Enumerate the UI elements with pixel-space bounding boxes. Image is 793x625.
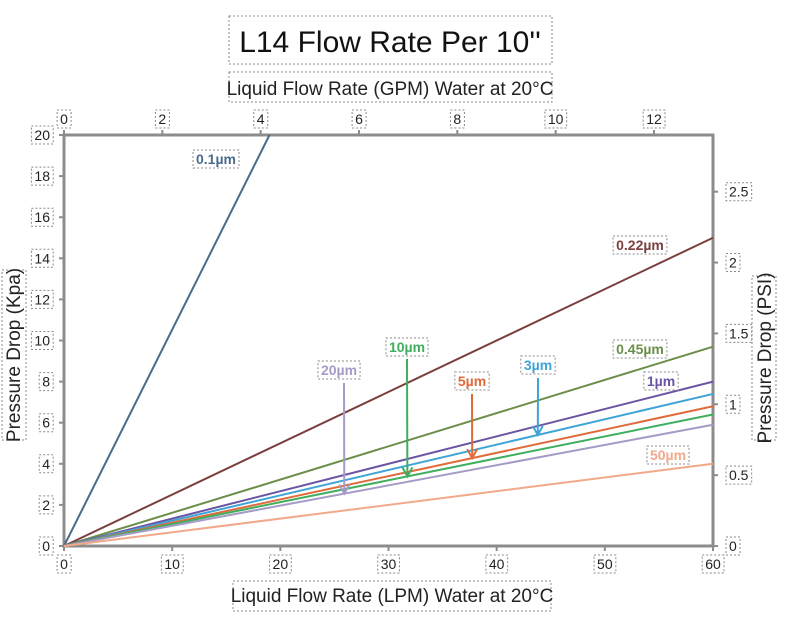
series-label-20um: 20µm — [321, 362, 357, 378]
series-label-3um-box — [520, 355, 556, 375]
series-label-0.1um: 0.1µm — [196, 151, 236, 167]
series-line-0 — [63, 134, 271, 547]
series-label-0.45um: 0.45µm — [616, 341, 664, 357]
x2-tick-label: 10 — [548, 111, 564, 127]
series-label-20um-box — [317, 360, 361, 380]
y-tick-label: 14 — [34, 250, 50, 266]
series-label-1um-box — [643, 371, 679, 391]
series-line-1 — [63, 236, 714, 547]
series-line-3 — [63, 380, 714, 547]
arrow-head — [401, 466, 414, 479]
series-line-5 — [63, 405, 714, 547]
series-label-10um-box — [385, 337, 429, 357]
left-axis-title: Pressure Drop (Kpa) — [4, 268, 25, 442]
x-tick-label: 60 — [705, 556, 721, 572]
y2-tick-label: 1 — [729, 396, 737, 412]
y-tick-label: 2 — [42, 497, 50, 513]
y2-tick-label-box — [725, 465, 753, 485]
series-line-6 — [63, 413, 714, 547]
bottom-axis-title-box — [232, 580, 552, 612]
ticks-layer: 0 10 20 30 40 50 600 2 4 6 8 10 12024681012141618200… — [30, 109, 753, 574]
x2-tick-label: 4 — [257, 111, 265, 127]
series-label-0.22um: 0.22µm — [616, 237, 664, 253]
y2-tick-label: 1.5 — [729, 325, 749, 341]
series-label-50um-box — [646, 445, 690, 465]
annotation-arrows — [338, 358, 544, 496]
y-tick-label: 6 — [42, 415, 50, 431]
series-label-5um: 5µm — [458, 373, 486, 389]
y2-tick-label-box — [725, 182, 753, 202]
y-tick-label: 12 — [34, 291, 50, 307]
x2-tick-label: 2 — [158, 111, 166, 127]
top-axis-title-box — [228, 71, 553, 103]
y-tick-label: 20 — [34, 127, 50, 143]
title-box — [228, 15, 553, 65]
y2-tick-label: 2 — [729, 255, 737, 271]
x2-tick-label: 8 — [453, 111, 461, 127]
y-tick-label: 18 — [34, 168, 50, 184]
y2-tick-label: 2.5 — [729, 184, 749, 200]
series-label-50um: 50µm — [650, 447, 686, 463]
y2-tick-label-box — [725, 323, 753, 343]
series-lines — [63, 134, 714, 547]
series-label-10um: 10µm — [389, 339, 425, 355]
y-tick-label: 4 — [42, 456, 50, 472]
series-line-7 — [63, 423, 714, 547]
right-axis-title-box — [751, 275, 777, 441]
series-label-3um: 3µm — [524, 357, 552, 373]
y2-tick-label: 0.5 — [729, 467, 749, 483]
top-axis-title: Liquid Flow Rate (GPM) Water at 20°C — [227, 79, 554, 100]
arrow-head — [338, 484, 351, 496]
series-label-1um: 1µm — [647, 373, 675, 389]
y-tick-label: 0 — [42, 538, 50, 554]
series-labels: 0.1µm 0.22µm 0.45µm 1µm 3µm 5µm 10µm 20µm 50µm — [192, 149, 690, 465]
y2-tick-label: 0 — [729, 538, 737, 554]
series-line-4 — [63, 392, 714, 547]
x-tick-label: 10 — [164, 556, 180, 572]
x-tick-label: 50 — [597, 556, 613, 572]
left-axis-title-box — [1, 269, 27, 441]
x-tick-label: 20 — [273, 556, 289, 572]
bottom-axis-title: Liquid Flow Rate (LPM) Water at 20°C — [231, 586, 554, 607]
arrow-head — [466, 448, 479, 461]
right-axis-title: Pressure Drop (PSI) — [755, 272, 776, 443]
arrow-head — [531, 425, 544, 438]
series-line-8 — [63, 462, 714, 547]
x2-tick-label: 6 — [355, 111, 363, 127]
x2-tick-label: 12 — [646, 111, 662, 127]
y-tick-label: 10 — [34, 333, 50, 349]
y-tick-label: 8 — [42, 374, 50, 390]
x-tick-label: 30 — [381, 556, 397, 572]
x2-tick-label: 0 — [60, 111, 68, 127]
x-tick-label: 0 — [60, 556, 68, 572]
series-line-2 — [63, 345, 714, 547]
y-tick-label: 16 — [34, 209, 50, 225]
x-tick-label: 40 — [489, 556, 505, 572]
series-label-5um-box — [454, 371, 490, 391]
chart-title: L14 Flow Rate Per 10'' — [239, 26, 541, 59]
